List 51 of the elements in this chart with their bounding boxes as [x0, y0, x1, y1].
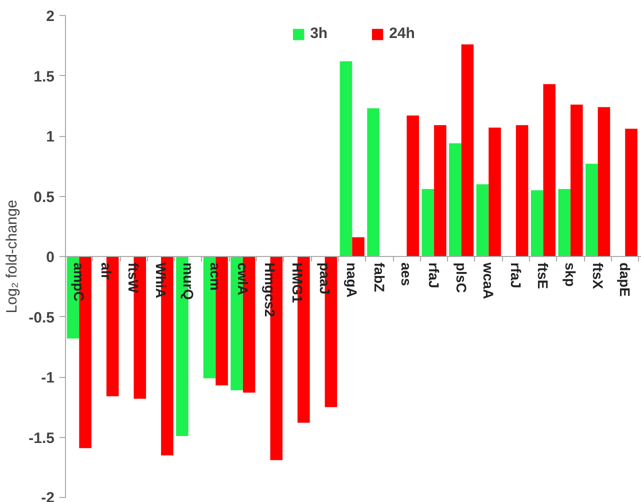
x-tick-label: dapE — [617, 262, 634, 297]
x-tick-label: nagA — [344, 262, 360, 298]
y-tick-label: 1.5 — [34, 68, 55, 86]
x-tick-label: ftsW — [126, 262, 142, 294]
x-tick-label: Hmgcs2 — [262, 262, 278, 318]
y-tick-label: 0.5 — [34, 188, 55, 206]
x-tick-label: murQ — [180, 262, 196, 300]
bar — [516, 125, 528, 256]
x-tick-label: aes — [398, 262, 415, 286]
bar — [352, 237, 364, 256]
bar — [598, 107, 610, 256]
bar — [461, 44, 474, 256]
bar — [406, 116, 420, 256]
bar — [449, 143, 462, 256]
bar — [543, 84, 556, 256]
y-tick-label: -0.5 — [28, 309, 55, 326]
x-tick-label: rfaJ — [426, 262, 442, 288]
y-axis-title: Log₂ fold-change — [4, 200, 21, 314]
x-tick-label: rfaJ — [508, 262, 524, 288]
bar — [434, 125, 446, 256]
x-tick-label: WhiA — [153, 262, 170, 298]
y-tick-label: 2 — [46, 8, 54, 25]
legend-label: 3h — [310, 25, 329, 42]
y-tick-label: 1 — [46, 128, 54, 146]
x-tick-label: plsC — [453, 262, 470, 293]
bar — [422, 189, 434, 256]
y-tick-label: -1.5 — [28, 430, 55, 447]
bar — [488, 128, 501, 256]
x-tick-label: alr — [98, 262, 114, 280]
legend-label: 24h — [389, 25, 415, 42]
bar — [203, 256, 216, 378]
bar — [530, 190, 544, 256]
x-tick-label: ftsE — [535, 262, 552, 289]
x-tick-label: skp — [562, 262, 579, 287]
bar — [570, 104, 583, 256]
x-tick-label: fabZ — [371, 262, 388, 292]
y-tick-label: 0 — [46, 249, 54, 266]
x-tick-label: ftsX — [590, 262, 606, 290]
bar — [586, 164, 598, 256]
x-tick-label: acm — [208, 262, 224, 291]
bar — [625, 128, 638, 256]
x-tick-label: cwlA — [234, 262, 251, 296]
x-tick-label: ampC — [71, 262, 88, 302]
x-tick-label: HMG1 — [290, 262, 306, 304]
bar — [558, 189, 571, 256]
bar — [476, 184, 489, 256]
x-tick-label: paaJ — [316, 262, 333, 294]
bar — [340, 61, 352, 256]
bar — [367, 108, 380, 256]
y-tick-label: -1 — [41, 370, 55, 386]
x-tick-label: wcaA — [480, 262, 497, 300]
